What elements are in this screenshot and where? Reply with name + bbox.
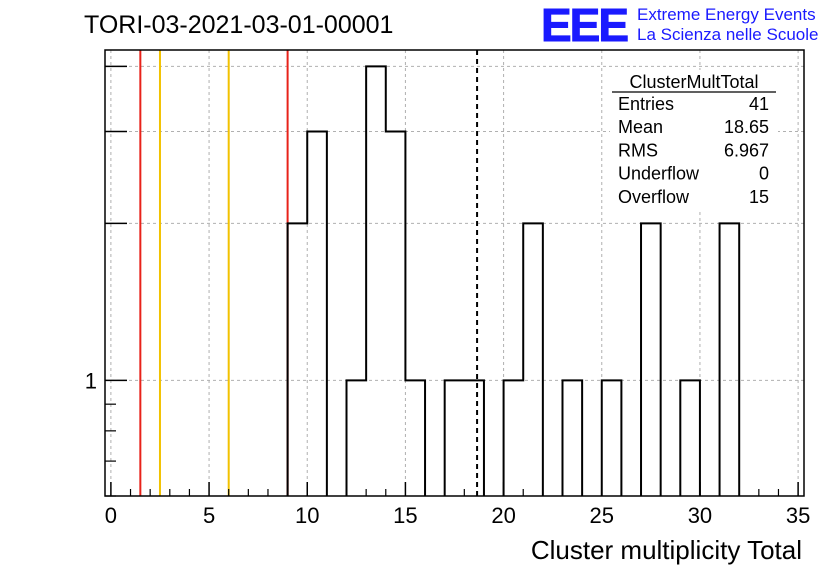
stats-row-label: Overflow	[618, 187, 690, 207]
histogram-bin	[720, 223, 740, 496]
chart-title: TORI-03-2021-03-01-00001	[84, 11, 393, 39]
histogram-bin	[288, 223, 308, 496]
stats-row-label: Entries	[618, 94, 674, 114]
x-tick-label: 25	[590, 503, 614, 528]
stats-row-value: 6.967	[724, 140, 769, 160]
histogram-bin	[523, 223, 543, 496]
x-tick-label: 10	[295, 503, 319, 528]
stats-row-value: 15	[749, 187, 769, 207]
x-tick-label: 5	[203, 503, 215, 528]
stats-box: ClusterMultTotal Entries 41 Mean 18.65 RMS 6.…	[610, 70, 778, 212]
x-tick-label: 15	[393, 503, 417, 528]
eee-logo-mark: EEE	[541, 0, 627, 51]
histogram-bin	[405, 380, 425, 496]
histogram-bin	[464, 380, 484, 496]
histogram-bin	[680, 380, 700, 496]
x-tick-label: 35	[786, 503, 810, 528]
x-axis-label: Cluster multiplicity Total	[531, 535, 802, 565]
histogram-bin	[445, 380, 465, 496]
histogram-bin	[366, 66, 386, 496]
eee-logo: EEE Extreme Energy Events La Scienza nel…	[541, 0, 818, 51]
x-tick-label: 30	[688, 503, 712, 528]
histogram-bin	[641, 223, 661, 496]
stats-row-value: 0	[759, 164, 769, 184]
histogram-bin	[504, 380, 524, 496]
x-tick-label: 0	[105, 503, 117, 528]
stats-box-name: ClusterMultTotal	[629, 72, 758, 92]
y-tick-label: 1	[85, 368, 97, 393]
logo-line-2: La Scienza nelle Scuole	[637, 25, 818, 44]
stats-row-label: Mean	[618, 117, 663, 137]
stats-row-value: 41	[749, 94, 769, 114]
stats-row-value: 18.65	[724, 117, 769, 137]
x-tick-label: 20	[491, 503, 515, 528]
histogram-bin	[347, 380, 367, 496]
histogram-bin	[562, 380, 582, 496]
stats-row-label: RMS	[618, 140, 658, 160]
histogram-bin	[307, 132, 327, 496]
stats-row-label: Underflow	[618, 164, 700, 184]
logo-line-1: Extreme Energy Events	[637, 5, 816, 24]
histogram-bin	[386, 132, 406, 496]
histogram-bin	[602, 380, 622, 496]
